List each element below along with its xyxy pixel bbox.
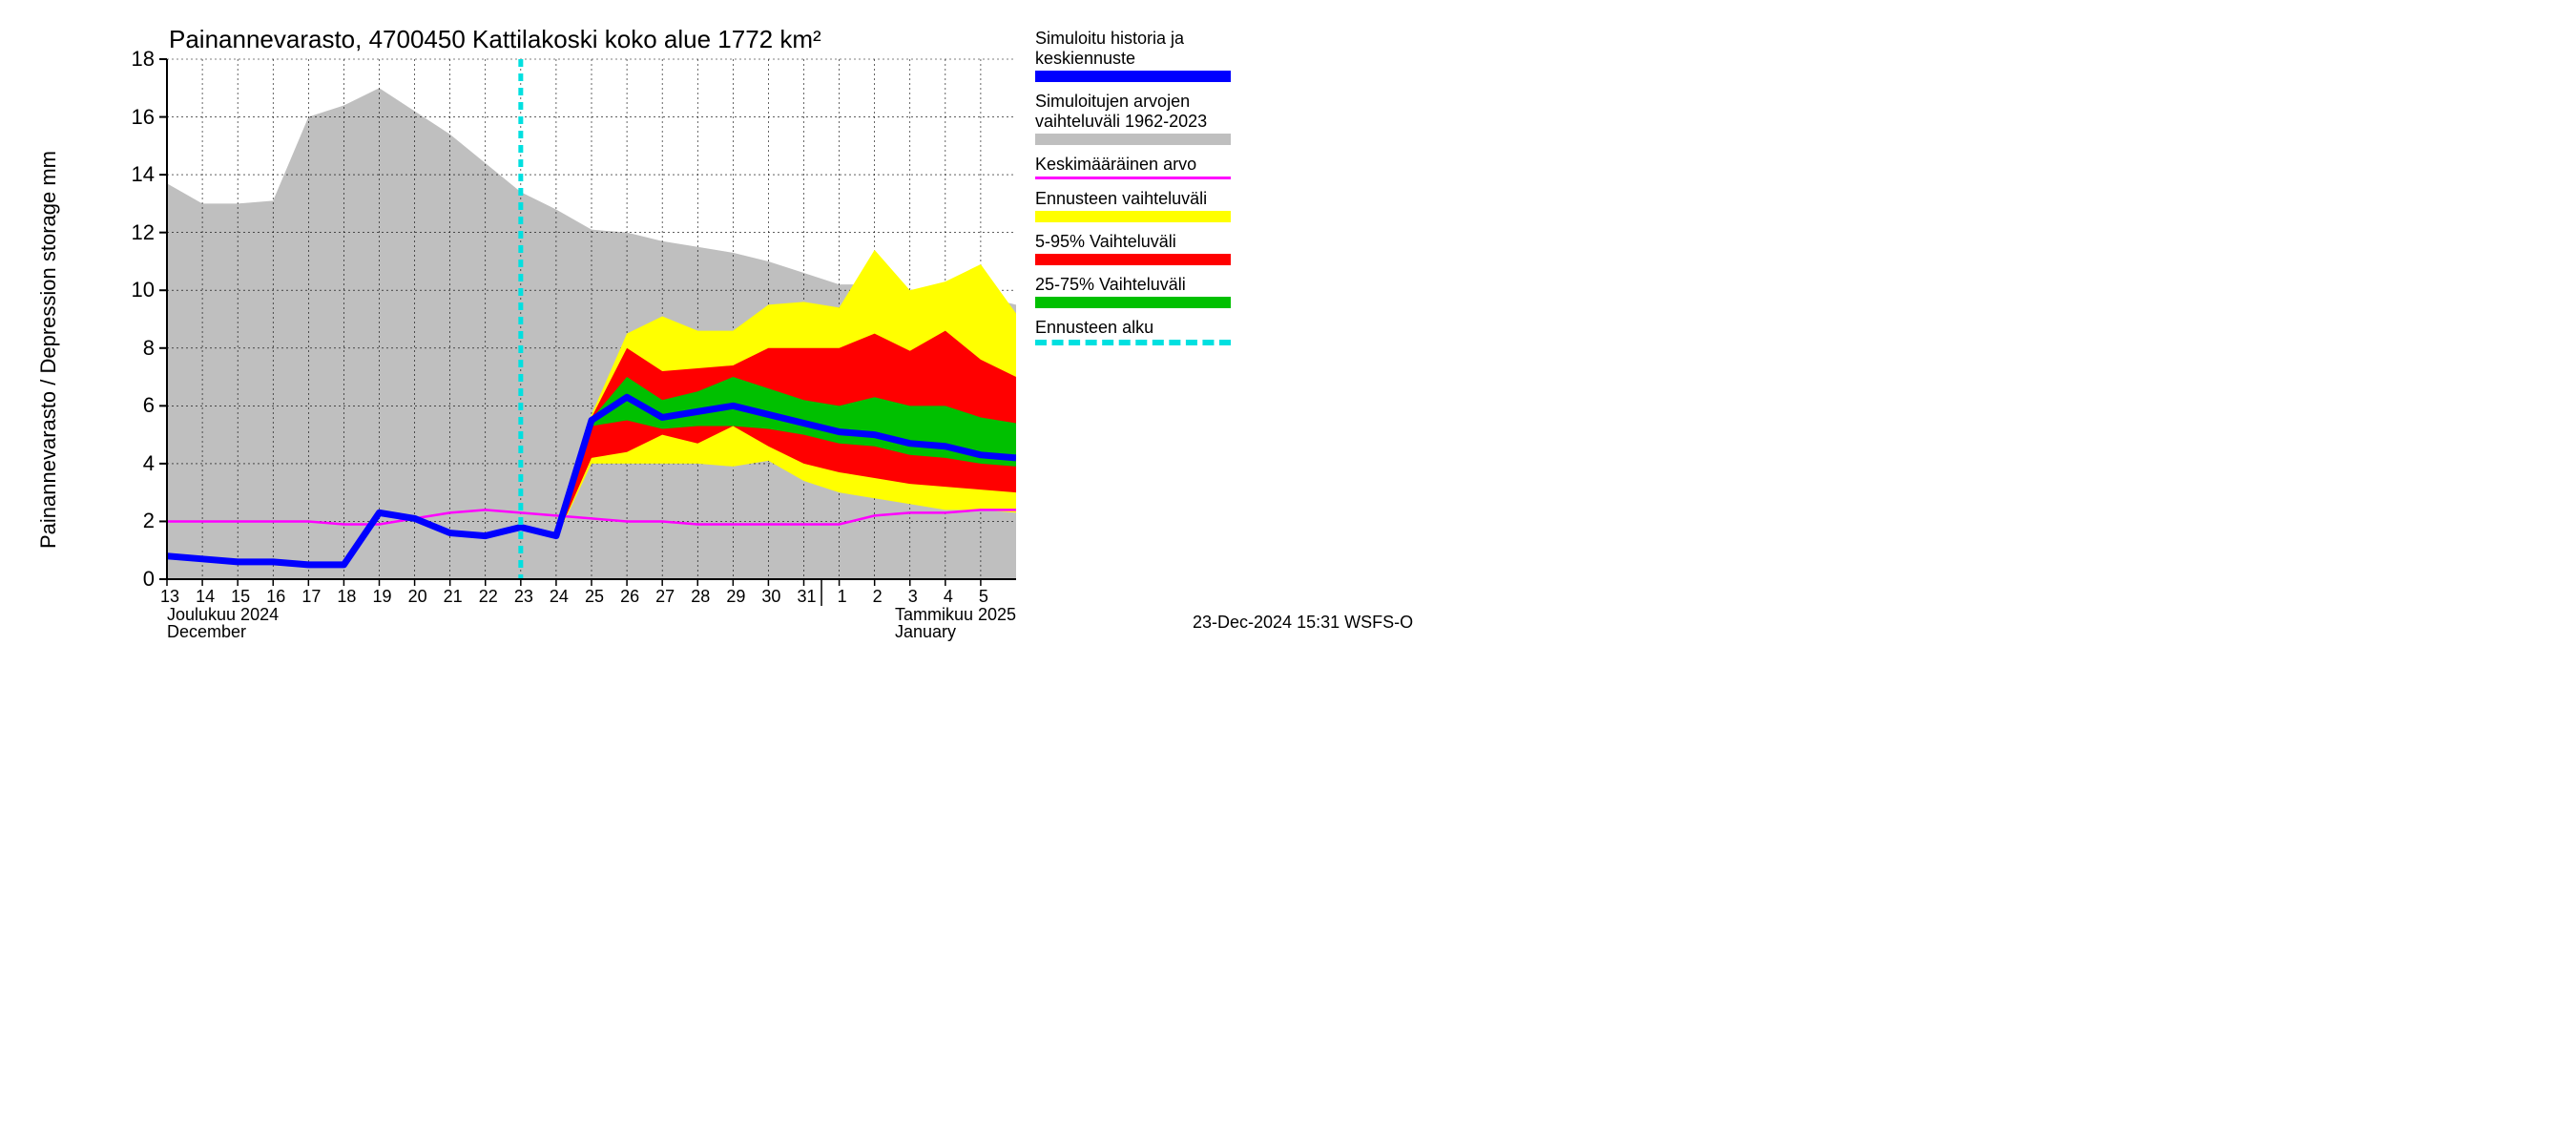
legend: Simuloitu historia jakeskiennusteSimuloi… bbox=[1035, 29, 1245, 355]
legend-label: keskiennuste bbox=[1035, 49, 1245, 69]
x-tick-label: 2 bbox=[863, 587, 892, 607]
legend-swatch bbox=[1035, 71, 1231, 82]
y-tick-label: 18 bbox=[114, 47, 155, 72]
x-tick-label: 17 bbox=[297, 587, 325, 607]
x-tick-label: 22 bbox=[474, 587, 503, 607]
x-tick-label: 5 bbox=[969, 587, 998, 607]
x-tick-label: 18 bbox=[332, 587, 361, 607]
footer-timestamp: 23-Dec-2024 15:31 WSFS-O bbox=[1193, 613, 1413, 633]
x-tick-label: 24 bbox=[545, 587, 573, 607]
legend-swatch bbox=[1035, 340, 1231, 345]
month-right-bottom: January bbox=[895, 622, 956, 642]
legend-label: Ennusteen vaihteluväli bbox=[1035, 189, 1245, 209]
y-tick-label: 2 bbox=[114, 509, 155, 533]
legend-label: Simuloitujen arvojen bbox=[1035, 92, 1245, 112]
legend-label: Ennusteen alku bbox=[1035, 318, 1245, 338]
x-tick-label: 3 bbox=[899, 587, 927, 607]
legend-label: 25-75% Vaihteluväli bbox=[1035, 275, 1245, 295]
x-tick-label: 28 bbox=[686, 587, 715, 607]
legend-swatch bbox=[1035, 297, 1231, 308]
legend-swatch bbox=[1035, 211, 1231, 222]
x-tick-label: 25 bbox=[580, 587, 609, 607]
x-tick-label: 14 bbox=[191, 587, 219, 607]
legend-label: Simuloitu historia ja bbox=[1035, 29, 1245, 49]
x-tick-label: 27 bbox=[651, 587, 679, 607]
legend-entry: 5-95% Vaihteluväli bbox=[1035, 232, 1245, 265]
x-tick-label: 23 bbox=[509, 587, 538, 607]
x-tick-label: 21 bbox=[439, 587, 467, 607]
x-tick-label: 1 bbox=[828, 587, 857, 607]
legend-entry: Simuloitu historia jakeskiennuste bbox=[1035, 29, 1245, 82]
x-tick-label: 15 bbox=[226, 587, 255, 607]
y-tick-label: 4 bbox=[114, 451, 155, 476]
legend-entry: Ennusteen alku bbox=[1035, 318, 1245, 345]
y-tick-label: 14 bbox=[114, 162, 155, 187]
x-tick-label: 20 bbox=[404, 587, 432, 607]
legend-entry: Simuloitujen arvojenvaihteluväli 1962-20… bbox=[1035, 92, 1245, 145]
x-tick-label: 19 bbox=[368, 587, 397, 607]
x-tick-label: 4 bbox=[934, 587, 963, 607]
x-tick-label: 29 bbox=[721, 587, 750, 607]
legend-swatch bbox=[1035, 134, 1231, 145]
legend-label: 5-95% Vaihteluväli bbox=[1035, 232, 1245, 252]
y-tick-label: 0 bbox=[114, 567, 155, 592]
legend-swatch bbox=[1035, 177, 1231, 179]
legend-entry: Ennusteen vaihteluväli bbox=[1035, 189, 1245, 222]
legend-entry: Keskimääräinen arvo bbox=[1035, 155, 1245, 179]
x-tick-label: 30 bbox=[757, 587, 785, 607]
legend-label: vaihteluväli 1962-2023 bbox=[1035, 112, 1245, 132]
y-tick-label: 12 bbox=[114, 220, 155, 245]
x-tick-label: 31 bbox=[793, 587, 821, 607]
x-tick-label: 16 bbox=[261, 587, 290, 607]
x-tick-label: 26 bbox=[615, 587, 644, 607]
y-tick-label: 6 bbox=[114, 393, 155, 418]
y-tick-label: 16 bbox=[114, 105, 155, 130]
chart-container: Painannevarasto / Depression storage mm … bbox=[0, 0, 1431, 639]
y-tick-label: 8 bbox=[114, 336, 155, 361]
month-left-bottom: December bbox=[167, 622, 246, 642]
legend-entry: 25-75% Vaihteluväli bbox=[1035, 275, 1245, 308]
x-tick-label: 13 bbox=[156, 587, 184, 607]
legend-label: Keskimääräinen arvo bbox=[1035, 155, 1245, 175]
legend-swatch bbox=[1035, 254, 1231, 265]
y-tick-label: 10 bbox=[114, 278, 155, 302]
